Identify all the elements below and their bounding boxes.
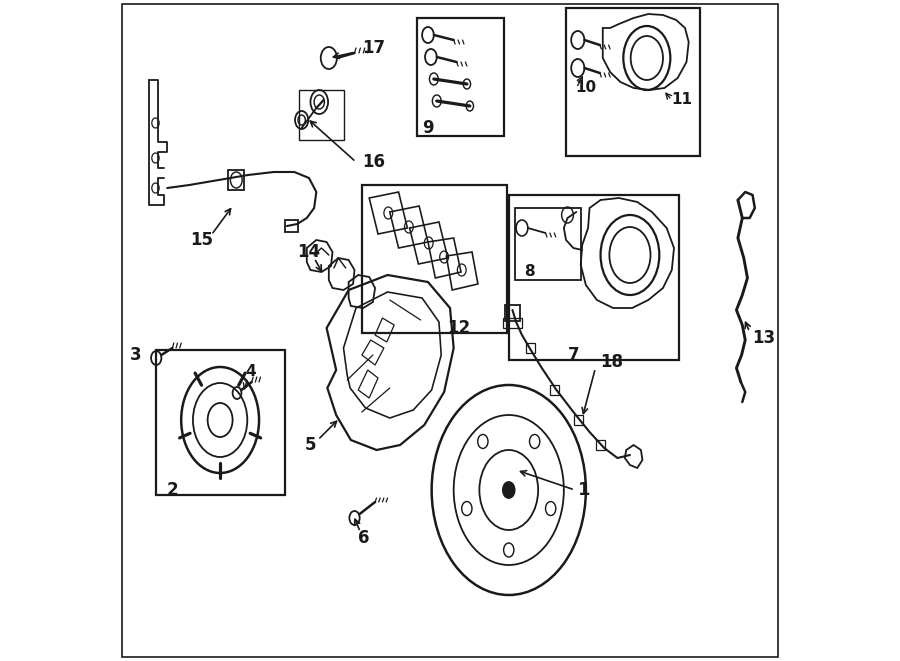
- Text: 10: 10: [575, 81, 596, 95]
- Bar: [550, 385, 559, 395]
- Bar: [566, 8, 699, 156]
- Text: 17: 17: [362, 39, 385, 57]
- Text: 18: 18: [600, 353, 624, 371]
- Bar: [526, 343, 536, 353]
- Text: 8: 8: [524, 264, 535, 280]
- Text: 9: 9: [422, 119, 434, 137]
- Bar: [574, 415, 583, 425]
- Bar: [596, 440, 605, 450]
- Text: 14: 14: [297, 243, 320, 261]
- Bar: [300, 90, 344, 140]
- Bar: [417, 18, 504, 136]
- Text: 5: 5: [305, 436, 316, 454]
- Ellipse shape: [503, 482, 515, 498]
- Text: 16: 16: [362, 153, 385, 171]
- Text: 4: 4: [245, 364, 256, 379]
- Text: 11: 11: [671, 93, 693, 108]
- Text: 15: 15: [190, 231, 213, 249]
- Text: 7: 7: [568, 346, 580, 364]
- Bar: [157, 350, 284, 495]
- Text: 13: 13: [752, 329, 776, 347]
- Bar: [284, 220, 298, 232]
- Bar: [362, 185, 508, 333]
- Bar: [508, 195, 680, 360]
- Text: 1: 1: [578, 481, 590, 499]
- Bar: [505, 305, 520, 321]
- Bar: [503, 318, 522, 328]
- Text: 12: 12: [447, 319, 471, 337]
- Bar: [229, 170, 245, 190]
- Text: 6: 6: [357, 529, 369, 547]
- Bar: [515, 208, 580, 280]
- Text: 2: 2: [166, 481, 178, 499]
- Text: 3: 3: [130, 346, 141, 364]
